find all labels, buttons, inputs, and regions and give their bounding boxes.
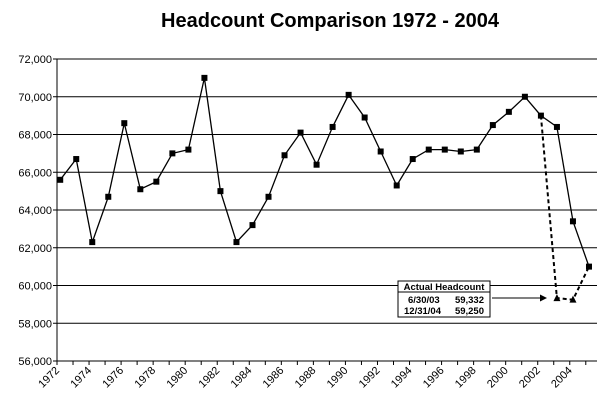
data-point <box>249 222 256 229</box>
data-point <box>73 156 80 163</box>
annotation-value-1: 59,332 <box>455 295 484 306</box>
data-point <box>489 122 496 129</box>
x-tick-label: 2004 <box>549 365 575 391</box>
data-point <box>281 152 288 159</box>
x-tick-label: 1992 <box>357 365 383 391</box>
data-point <box>425 146 432 153</box>
data-point-actual <box>553 294 561 302</box>
data-point <box>345 91 352 98</box>
x-tick-label: 1988 <box>293 365 319 391</box>
data-point <box>569 218 576 225</box>
data-point <box>201 74 208 81</box>
x-tick-label: 1998 <box>453 365 479 391</box>
data-point <box>217 188 224 195</box>
gridlines <box>57 58 597 324</box>
x-tick-label: 1986 <box>261 365 287 391</box>
x-tick-label: 1984 <box>229 365 255 391</box>
data-point <box>361 114 368 121</box>
data-point-actual <box>569 295 577 303</box>
data-point <box>457 148 464 155</box>
data-point <box>585 263 592 270</box>
x-tick-label: 1976 <box>100 365 126 391</box>
data-point <box>265 193 272 200</box>
data-point <box>537 112 544 119</box>
y-tick-label: 60,000 <box>18 281 52 293</box>
y-tick-label: 64,000 <box>18 205 52 217</box>
x-tick-label: 1980 <box>165 365 191 391</box>
series-markers <box>57 74 592 303</box>
data-point <box>473 146 480 153</box>
data-point <box>105 193 112 200</box>
data-point <box>169 150 176 157</box>
data-point <box>393 182 400 189</box>
data-point <box>313 161 320 168</box>
data-point <box>297 129 304 136</box>
data-point <box>137 186 144 193</box>
y-tick-label: 72,000 <box>18 54 52 66</box>
x-tick-label: 1994 <box>389 365 415 391</box>
annotation-date-2: 12/31/04 <box>404 306 442 317</box>
data-point <box>153 178 160 185</box>
annotation-date-1: 6/30/03 <box>408 295 440 306</box>
data-point <box>185 146 192 153</box>
x-tick-label: 1972 <box>36 365 62 391</box>
x-tick-label: 2000 <box>485 365 511 391</box>
y-tick-label: 68,000 <box>18 130 52 142</box>
chart-title: Headcount Comparison 1972 - 2004 <box>161 10 499 32</box>
data-point <box>121 120 128 127</box>
annotation-arrowhead <box>540 294 547 302</box>
series-lines <box>59 77 590 301</box>
axes <box>53 58 597 365</box>
y-tick-label: 56,000 <box>18 356 52 368</box>
y-tick-label: 58,000 <box>18 318 52 330</box>
data-point <box>377 148 384 155</box>
data-point <box>409 156 416 163</box>
series-line-solid <box>59 77 590 267</box>
data-point <box>57 176 64 183</box>
x-tick-label: 1974 <box>68 365 94 391</box>
data-point <box>553 123 560 130</box>
annotation-value-2: 59,250 <box>455 306 484 317</box>
y-tick-labels: 56,000 58,000 60,000 62,000 64,000 66,000 68,0… <box>18 54 52 368</box>
data-point <box>329 123 336 130</box>
x-tick-labels: 1972 1974 1976 1978 1980 1982 1984 1986 1988 1990… <box>36 365 575 391</box>
annotation-heading: Actual Headcount <box>404 282 486 293</box>
actual-headcount-annotation: Actual Headcount 6/30/03 59,332 12/31/04… <box>397 280 547 318</box>
data-point <box>233 239 240 246</box>
y-tick-label: 66,000 <box>18 167 52 179</box>
data-point <box>441 146 448 153</box>
x-tick-label: 2002 <box>517 365 543 391</box>
data-point <box>89 239 96 246</box>
x-tick-label: 1996 <box>421 365 447 391</box>
y-tick-label: 70,000 <box>18 92 52 104</box>
x-tick-label: 1990 <box>325 365 351 391</box>
annotation-box <box>397 280 491 318</box>
x-tick-label: 1978 <box>132 365 158 391</box>
series-line-dashed <box>539 115 590 301</box>
y-tick-label: 62,000 <box>18 243 52 255</box>
data-point <box>521 93 528 100</box>
x-tick-label: 1982 <box>197 365 223 391</box>
data-point <box>505 108 512 115</box>
